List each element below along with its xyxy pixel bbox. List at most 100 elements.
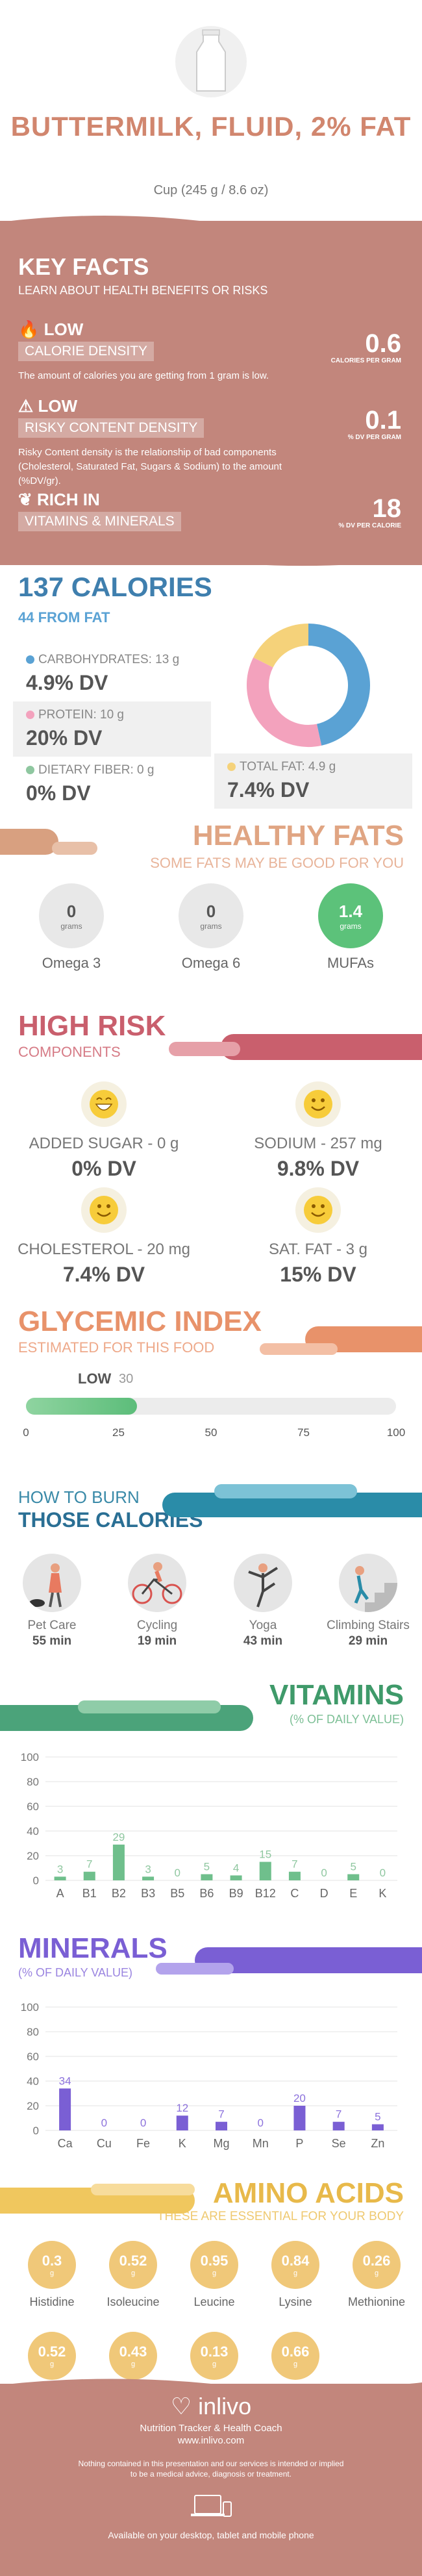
minerals-subtitle: (% OF DAILY VALUE): [18, 1966, 133, 1979]
fat-name: MUFAs: [327, 955, 375, 971]
high-risk-banner-accent: [169, 1042, 240, 1056]
smile-face-icon: [81, 1187, 127, 1233]
yoga-icon: [234, 1554, 292, 1612]
amino-unit: g: [130, 2360, 136, 2368]
donut-segment-protein: [247, 657, 322, 747]
vitamin-ytick-label: 0: [33, 1875, 39, 1887]
macro-dv: 4.9% DV: [26, 671, 108, 694]
vitamin-category-label: D: [320, 1887, 329, 1900]
amino-value: 0.43: [119, 2343, 147, 2360]
vitamin-category-label: A: [56, 1887, 64, 1900]
key-facts-section: KEY FACTS LEARN ABOUT HEALTH BENEFITS OR…: [0, 216, 422, 566]
key-fact-label: VITAMINS & MINERALS: [18, 512, 181, 531]
mineral-value-label: 0: [140, 2117, 146, 2129]
amino-name: Isoleucine: [106, 2295, 160, 2308]
risk-label: ADDED SUGAR - 0 g: [29, 1135, 179, 1152]
burn-climbing-stairs: Climbing Stairs 29 min: [319, 1554, 417, 1648]
mineral-value-label: 34: [59, 2075, 71, 2087]
vitamin-bar: [142, 1876, 155, 1880]
vitamins-banner-accent: [78, 1700, 221, 1713]
key-fact-level: RICH IN: [37, 490, 100, 509]
amino-value: 0.26: [362, 2253, 391, 2269]
vitamin-value-label: 3: [145, 1863, 151, 1875]
burn-time: 29 min: [348, 1634, 388, 1648]
footer-wave: [0, 2379, 422, 2397]
mineral-value-label: 20: [293, 2092, 306, 2104]
risk-dv: 7.4% DV: [62, 1263, 145, 1286]
glycemic-tick-label: 50: [205, 1426, 217, 1439]
key-fact-unit: % DV PER GRAM: [347, 434, 401, 441]
vitamin-value-label: 7: [86, 1858, 92, 1871]
risk-added-sugar: ADDED SUGAR - 0 g 0% DV: [6, 1081, 201, 1181]
burn-time: 19 min: [137, 1634, 177, 1648]
risk-sat-fat: SAT. FAT - 3 g 15% DV: [221, 1187, 416, 1287]
macro-fiber: DIETARY FIBER: 0 g 0% DV: [13, 757, 208, 812]
risk-label: SAT. FAT - 3 g: [268, 1241, 368, 1258]
footer-tagline: Nutrition Tracker & Health Coach: [140, 2423, 282, 2434]
risk-dv: 15% DV: [280, 1263, 356, 1286]
amino-unit: g: [293, 2360, 298, 2368]
amino-value: 0.52: [38, 2343, 66, 2360]
mineral-bar: [216, 2121, 227, 2130]
amino-badge: 0.43 g: [109, 2332, 157, 2380]
footer-disclaimer: Nothing contained in this presentation a…: [78, 2459, 344, 2468]
donut-segment-carbohydrates: [308, 624, 370, 746]
vitamin-category-label: C: [290, 1887, 299, 1900]
burn-activity: Climbing Stairs: [327, 1619, 410, 1632]
amino-unit: g: [49, 2360, 55, 2368]
vitamins-title: VITAMINS: [269, 1679, 404, 1711]
footer-brand: inlivo: [198, 2393, 252, 2419]
glycemic-ticks: 0 25 50 75 100: [23, 1426, 405, 1442]
burn-time: 55 min: [32, 1634, 72, 1648]
amino-badge: 0.84 g: [271, 2241, 319, 2289]
wave-bottom: [0, 552, 422, 566]
vitamin-ytick-label: 100: [21, 1751, 39, 1763]
risk-label: SODIUM - 257 mg: [254, 1135, 382, 1152]
amino-unit: g: [49, 2269, 55, 2277]
amino-leucine: 0.95 g Leucine: [172, 2241, 256, 2309]
amino-histidine: 0.3 g Histidine: [10, 2241, 94, 2309]
key-fact-value: 0.1: [365, 406, 401, 435]
mineral-value-label: 0: [257, 2117, 263, 2129]
wave-top: [0, 216, 422, 235]
vitamin-bar: [347, 1874, 360, 1880]
healthy-fats-banner-left: [0, 829, 58, 855]
vitamin-value-label: 5: [204, 1861, 210, 1873]
amino-value: 0.13: [200, 2343, 229, 2360]
serving-size: Cup (245 g / 8.6 oz): [153, 183, 269, 197]
mineral-ytick-label: 60: [27, 2051, 39, 2063]
vitamin-value-label: 15: [259, 1849, 271, 1861]
vitamin-category-label: B9: [229, 1887, 243, 1900]
vitamin-category-label: K: [379, 1887, 386, 1900]
risk-dv: 9.8% DV: [277, 1157, 360, 1180]
vitamin-value-label: 7: [292, 1858, 297, 1871]
mineral-ytick-label: 20: [27, 2100, 39, 2112]
amino-unit: g: [293, 2269, 298, 2277]
burn-cycling: Cycling 19 min: [108, 1554, 206, 1648]
vitamin-ytick-label: 60: [27, 1800, 39, 1813]
mineral-ytick-label: 100: [21, 2001, 39, 2014]
fat-value: 0: [206, 901, 216, 921]
vitamin-bar: [83, 1871, 95, 1880]
mineral-bar: [371, 2124, 384, 2130]
amino-banner-accent: [91, 2184, 195, 2195]
amino-lysine: 0.84 g Lysine: [253, 2241, 338, 2309]
mineral-category-label: Mn: [253, 2137, 269, 2150]
amino-badge: 0.52 g: [28, 2332, 76, 2380]
amino-badge: 0.3 g: [28, 2241, 76, 2289]
calories-title: 137 CALORIES: [18, 572, 212, 602]
risk-label: CHOLESTEROL - 20 mg: [18, 1241, 190, 1258]
mineral-category-label: Se: [332, 2137, 346, 2150]
stairs-icon: [339, 1554, 397, 1612]
glycemic-subtitle: ESTIMATED FOR THIS FOOD: [18, 1339, 215, 1356]
footer: ♡ inlivo Nutrition Tracker & Health Coac…: [0, 2379, 422, 2576]
smile-face-icon: [295, 1187, 341, 1233]
amino-name: Methionine: [347, 2295, 406, 2308]
glycemic-tick-label: 0: [23, 1426, 29, 1439]
amino-unit: g: [130, 2269, 136, 2277]
vitamin-bar: [54, 1876, 66, 1880]
key-facts-subtitle: LEARN ABOUT HEALTH BENEFITS OR RISKS: [18, 284, 268, 297]
footer-url[interactable]: www.inlivo.com: [177, 2435, 245, 2446]
key-fact-desc: Risky Content density is the relationshi…: [18, 447, 282, 486]
vitamin-category-label: B5: [170, 1887, 184, 1900]
